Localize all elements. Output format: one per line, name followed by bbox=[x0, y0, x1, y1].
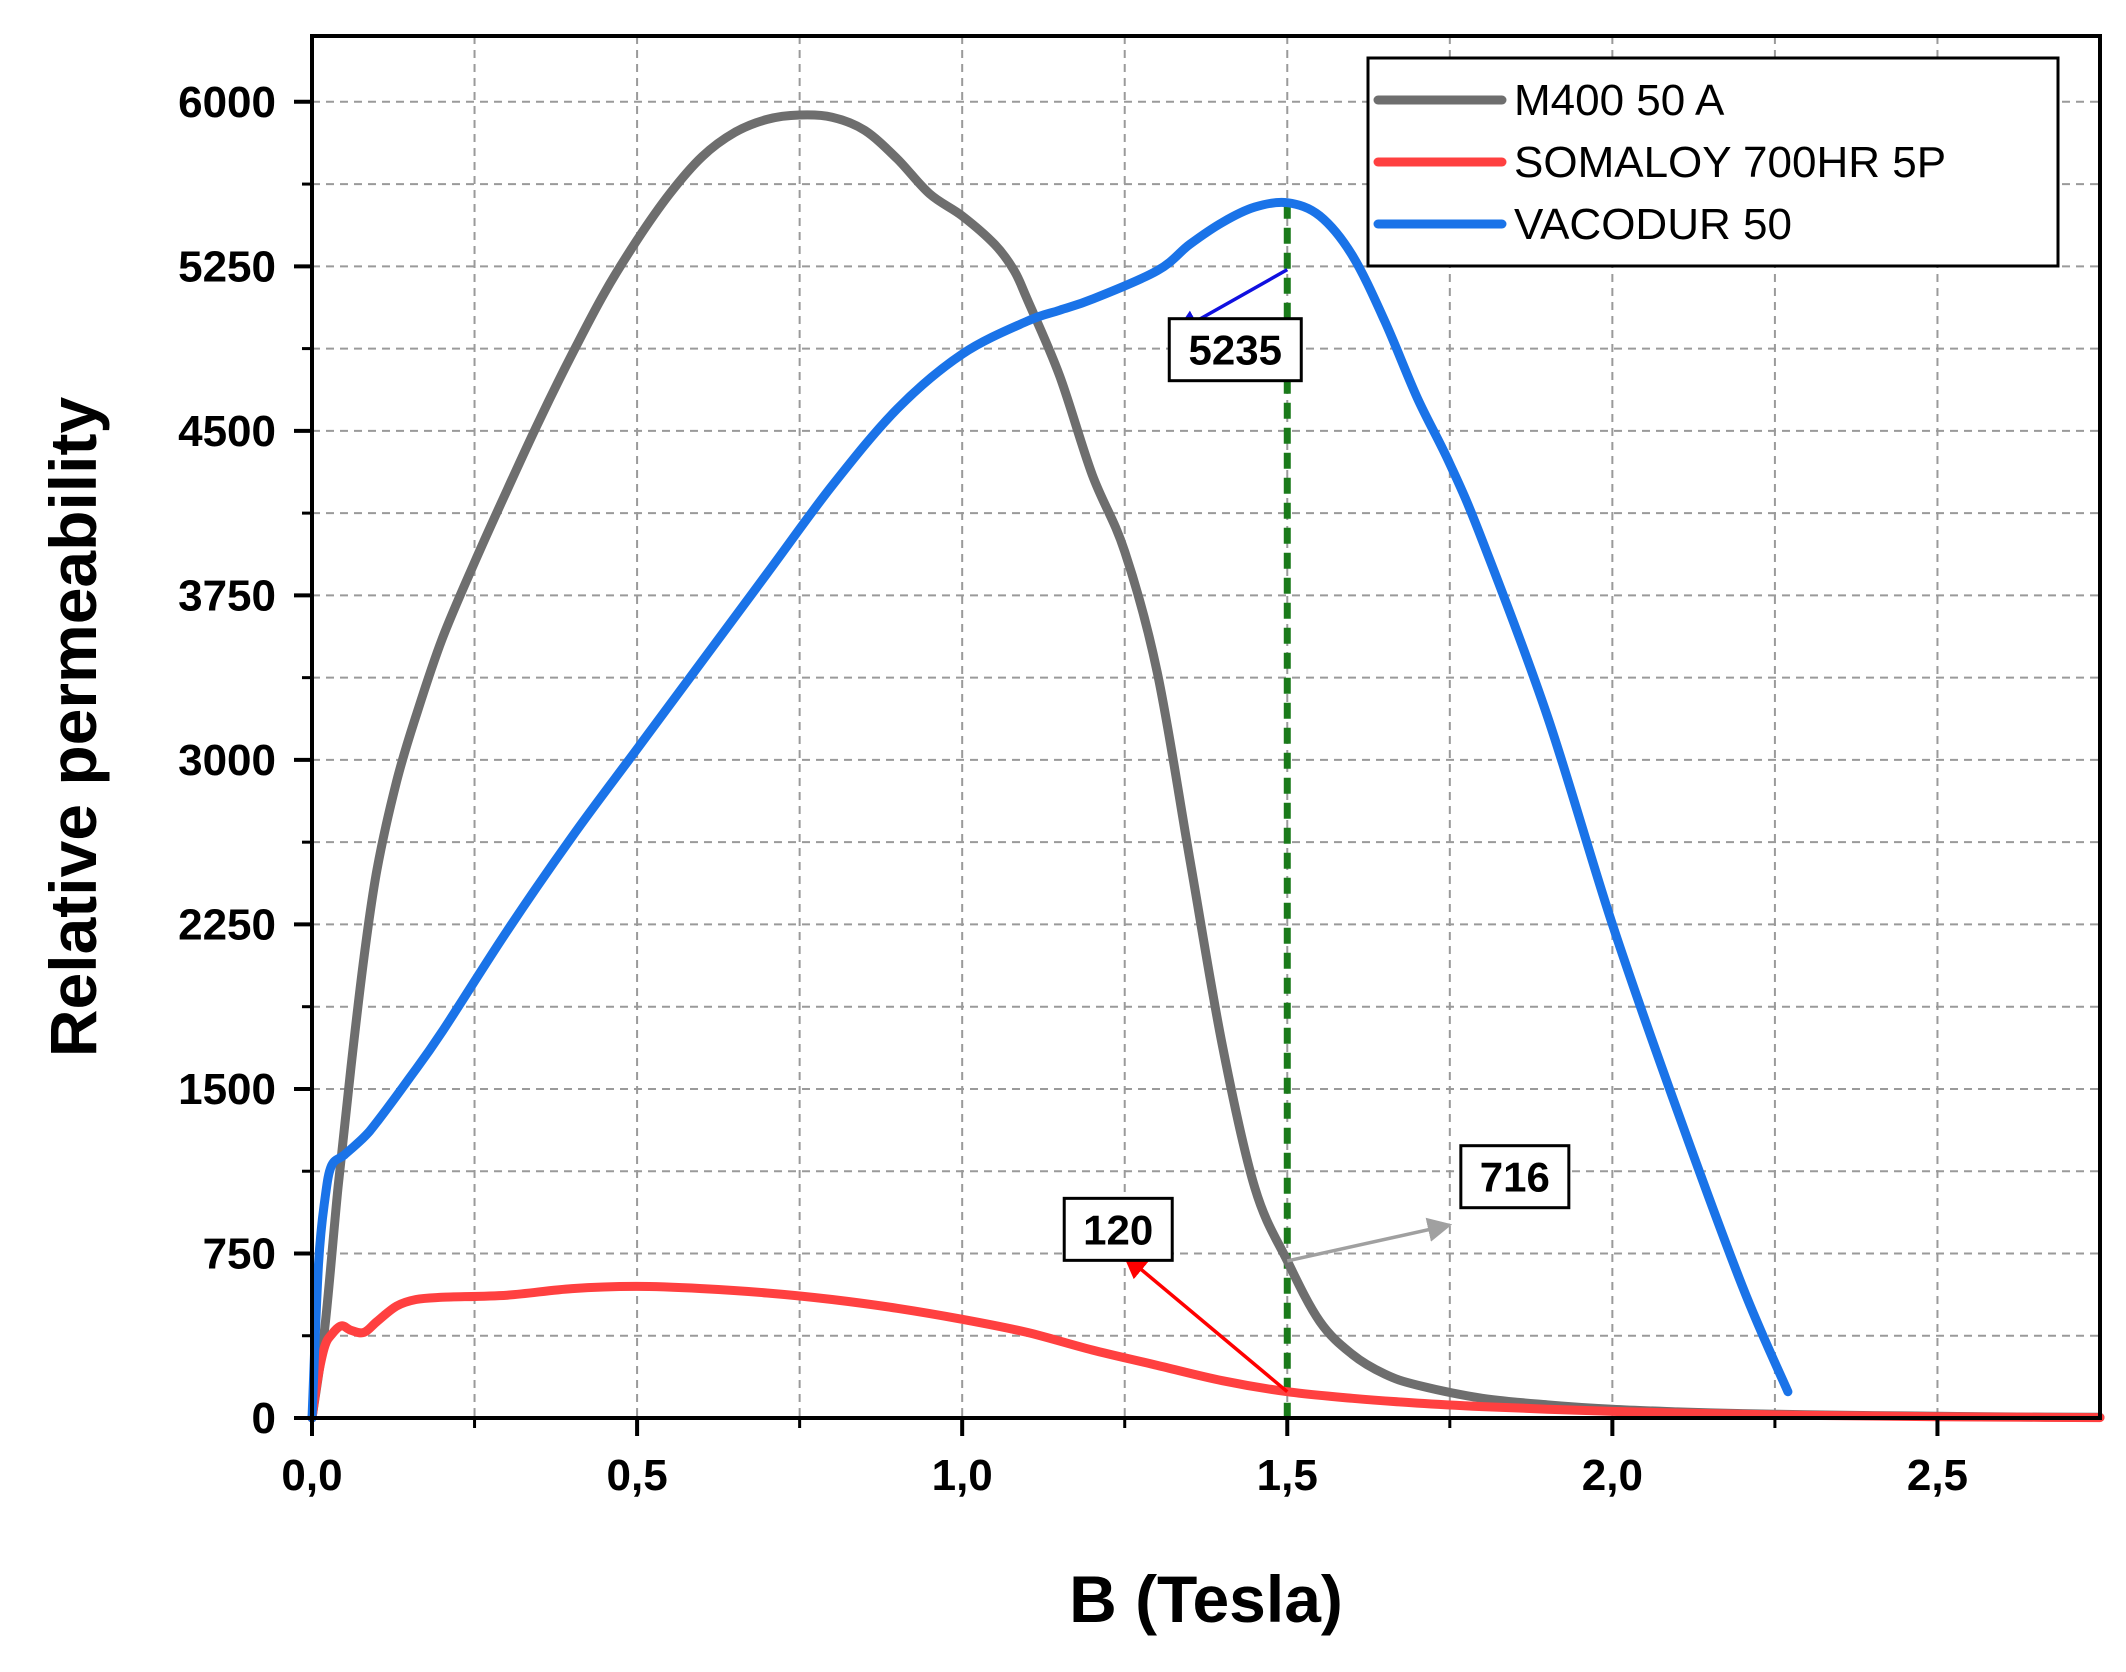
annotation-arrow-120 bbox=[1122, 1254, 1289, 1394]
y-tick-label: 0 bbox=[252, 1394, 276, 1443]
series-line-somaloy-700hr-5p bbox=[307, 1281, 2105, 1423]
series-line-vacodur-50 bbox=[307, 197, 1793, 1423]
x-tick-label: 0,5 bbox=[607, 1451, 668, 1500]
y-tick-label: 5250 bbox=[178, 242, 276, 291]
y-tick-label: 4500 bbox=[178, 407, 276, 456]
annotation-label: 5235 bbox=[1189, 327, 1282, 374]
series-line-m400-50-a bbox=[307, 110, 2105, 1423]
y-tick-label: 3750 bbox=[178, 571, 276, 620]
ticks: 0,0 0,5 1,0 1,5 2,0 2,5 0 750 1500 2250 3000 3750 45… bbox=[178, 78, 1968, 1500]
annotation-arrow-716 bbox=[1286, 1217, 1453, 1263]
annotation-layer: 5235 716 120 bbox=[1062, 268, 1571, 1394]
annotation-box-716 bbox=[1459, 1144, 1571, 1210]
y-axis-title: Relative permeability bbox=[36, 397, 110, 1058]
x-tick-label: 2,5 bbox=[1907, 1451, 1968, 1500]
annotation-label: 120 bbox=[1083, 1206, 1153, 1253]
y-tick-label: 1500 bbox=[178, 1065, 276, 1114]
legend-entry: M400 50 A bbox=[1514, 76, 1725, 125]
y-tick-label: 6000 bbox=[178, 78, 276, 127]
legend-entry: VACODUR 50 bbox=[1514, 200, 1792, 249]
y-tick-label: 750 bbox=[203, 1229, 276, 1278]
x-tick-label: 2,0 bbox=[1582, 1451, 1643, 1500]
x-tick-label: 0,0 bbox=[281, 1451, 342, 1500]
x-axis-title: B (Tesla) bbox=[1069, 1562, 1343, 1636]
annotation-box-120 bbox=[1062, 1196, 1174, 1262]
x-tick-label: 1,0 bbox=[932, 1451, 993, 1500]
plot-frame bbox=[310, 34, 2102, 1420]
legend-entry: SOMALOY 700HR 5P bbox=[1514, 138, 1946, 187]
series-layer bbox=[307, 110, 2105, 1423]
legend: M400 50 A SOMALOY 700HR 5P VACODUR 50 bbox=[1366, 56, 2060, 268]
y-tick-label: 3000 bbox=[178, 736, 276, 785]
x-tick-label: 1,5 bbox=[1257, 1451, 1318, 1500]
annotation-label: 716 bbox=[1480, 1154, 1550, 1201]
annotation-box-5235 bbox=[1167, 317, 1303, 383]
y-tick-label: 2250 bbox=[178, 900, 276, 949]
